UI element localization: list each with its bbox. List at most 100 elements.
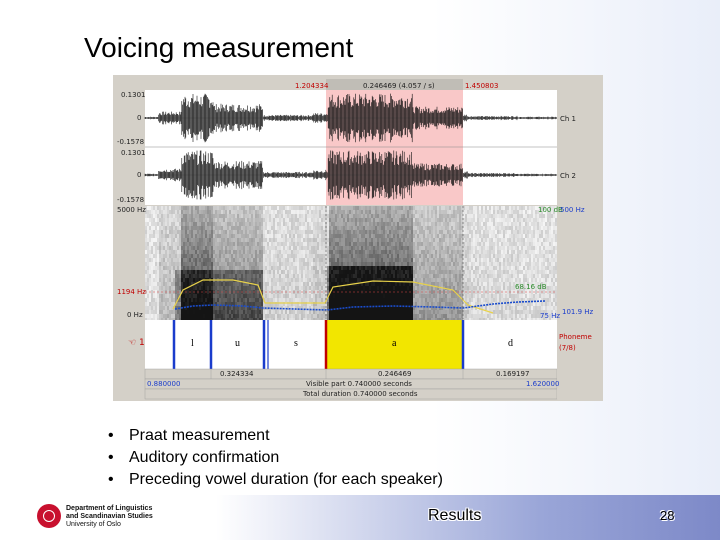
spectrogram-cell (211, 246, 213, 250)
spectrogram-cell (211, 230, 213, 234)
spectrogram-cell (329, 278, 331, 282)
spectrogram-cell (291, 210, 293, 214)
spectrogram-cell (439, 282, 441, 286)
spectrogram-cell (423, 214, 425, 218)
praat-canvas[interactable] (113, 75, 603, 401)
spectrogram-cell (355, 310, 357, 314)
spectrogram-cell (259, 310, 261, 314)
spectrogram-cell (237, 298, 239, 302)
spectrogram-cell (477, 266, 479, 270)
spectrogram-cell (477, 254, 479, 258)
spectrogram-cell (199, 302, 201, 306)
spectrogram-cell (183, 254, 185, 258)
spectrogram-cell (411, 290, 413, 294)
spectrogram-cell (361, 238, 363, 242)
spectrogram-cell (441, 234, 443, 238)
spectrogram-cell (247, 218, 249, 222)
spectrogram-cell (391, 206, 393, 210)
spectrogram-cell (465, 214, 467, 218)
spectrogram-cell (437, 218, 439, 222)
spectrogram-cell (197, 310, 199, 314)
spectrogram-cell (447, 230, 449, 234)
spectrogram-cell (243, 262, 245, 266)
spectrogram-cell (151, 294, 153, 298)
spectrogram-cell (153, 306, 155, 310)
spectrogram-cell (297, 234, 299, 238)
spectrogram-cell (221, 302, 223, 306)
spectrogram-cell (381, 250, 383, 254)
spectrogram-cell (351, 310, 353, 314)
spectrogram-cell (401, 222, 403, 226)
spectrogram-cell (175, 310, 177, 314)
spectrogram-cell (381, 310, 383, 314)
spectrogram-cell (337, 298, 339, 302)
spectrogram-cell (267, 226, 269, 230)
spectrogram-cell (153, 310, 155, 314)
spectrogram-cell (333, 250, 335, 254)
spectrogram-cell (203, 246, 205, 250)
spectrogram-cell (277, 246, 279, 250)
spectrogram-cell (247, 270, 249, 274)
spectrogram-cell (341, 278, 343, 282)
spectrogram-cell (319, 286, 321, 290)
spectrogram-cell (289, 270, 291, 274)
spectrogram-cell (185, 298, 187, 302)
spectrogram-cell (197, 238, 199, 242)
spectrogram-cell (237, 306, 239, 310)
spectrogram-cell (341, 270, 343, 274)
spectrogram-cell (287, 222, 289, 226)
spectrogram-cell (227, 258, 229, 262)
spectrogram-cell (447, 254, 449, 258)
spectrogram-cell (419, 266, 421, 270)
spectrogram-cell (417, 210, 419, 214)
spectrogram-cell (433, 254, 435, 258)
spectrogram-cell (207, 314, 209, 318)
spectrogram-cell (355, 242, 357, 246)
spectrogram-cell (295, 314, 297, 318)
spectrogram-cell (281, 298, 283, 302)
spectrogram-cell (451, 294, 453, 298)
spectrogram-cell (369, 270, 371, 274)
spectrogram-cell (273, 262, 275, 266)
spectrogram-cell (437, 294, 439, 298)
praat-editor-window[interactable]: 1.204334 0.246469 (4.057 / s) 1.450803 0… (113, 75, 603, 401)
spectrogram-cell (393, 282, 395, 286)
spectrogram-cell (445, 274, 447, 278)
spectrogram-cell (247, 314, 249, 318)
spectrogram-cell (355, 314, 357, 318)
spectrogram-cell (435, 262, 437, 266)
spectrogram-cell (483, 274, 485, 278)
spectrogram-cell (431, 262, 433, 266)
spectrogram-cell (277, 278, 279, 282)
spectrogram-cell (235, 222, 237, 226)
spectrogram-cell (179, 282, 181, 286)
spectrogram-cell (393, 218, 395, 222)
spectrogram-cell (253, 306, 255, 310)
spectrogram-cell (275, 230, 277, 234)
spectrogram-cell (377, 246, 379, 250)
spectrogram-cell (211, 298, 213, 302)
spectrogram-cell (461, 210, 463, 214)
spectrogram-cell (431, 302, 433, 306)
spectrogram-cell (283, 230, 285, 234)
spectrogram-cell (379, 226, 381, 230)
spectrogram-cell (151, 270, 153, 274)
spectrogram-cell (417, 254, 419, 258)
spectrogram-cell (151, 250, 153, 254)
spectrogram-cell (369, 314, 371, 318)
spectrogram-cell (251, 266, 253, 270)
spectrogram-cell (327, 270, 329, 274)
spectrogram-cell (413, 258, 415, 262)
spectrogram-cell (339, 254, 341, 258)
spectrogram-cell (407, 262, 409, 266)
spectrogram-cell (287, 290, 289, 294)
spectrogram-cell (383, 250, 385, 254)
selection-bar-highlight[interactable] (326, 79, 463, 90)
spectrogram-cell (421, 314, 423, 318)
spectrogram-cell (363, 246, 365, 250)
spectrogram-cell (151, 230, 153, 234)
spectrogram-cell (467, 262, 469, 266)
spectrogram-cell (267, 286, 269, 290)
spectrogram-cell (311, 262, 313, 266)
spectrogram-cell (343, 246, 345, 250)
